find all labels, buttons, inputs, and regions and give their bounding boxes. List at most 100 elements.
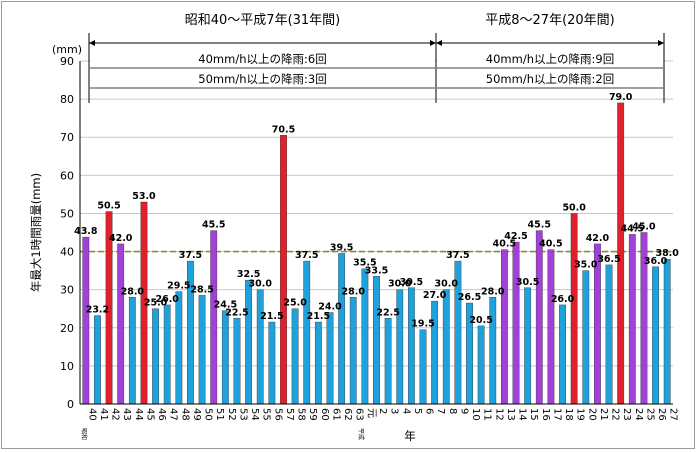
bar <box>303 260 311 405</box>
data-label: 28.0 <box>121 286 145 297</box>
x-tick-label: 24 <box>633 408 644 421</box>
y-tick-label: 90 <box>60 55 74 68</box>
data-label: 79.0 <box>609 92 633 103</box>
bar <box>256 289 264 405</box>
arrow-head <box>89 40 95 46</box>
x-tick-label: 21 <box>598 408 609 421</box>
x-tick-label: 52 <box>226 408 237 421</box>
x-tick-label: 9 <box>458 408 469 414</box>
bar <box>407 287 415 405</box>
period-annotations: 昭和40～平成7年(31年間) 平成8～27年(20年間) 40mm/h以上の降雨:… <box>88 13 665 103</box>
y-tick-label: 60 <box>60 169 74 182</box>
bar <box>442 289 450 405</box>
data-label: 20.5 <box>469 315 492 326</box>
x-tick-label: 6 <box>424 408 435 414</box>
x-tick-label: 19 <box>575 408 586 421</box>
x-tick-label: 5 <box>412 408 423 414</box>
data-label: 50.0 <box>562 202 586 213</box>
data-label: 70.5 <box>272 124 295 135</box>
bar <box>94 315 101 405</box>
bar <box>82 236 90 405</box>
data-labels: 43.823.250.542.028.053.025.026.029.537.5… <box>74 92 679 330</box>
x-tick-label: 23 <box>621 408 632 421</box>
bar <box>663 258 671 405</box>
era-marker: 平成 <box>357 428 365 440</box>
bar <box>489 297 497 405</box>
x-tick-label: 11 <box>482 408 493 421</box>
y-tick-label: 0 <box>67 398 74 411</box>
x-tick-label: 46 <box>156 408 167 421</box>
bar <box>291 308 299 405</box>
data-label: 42.0 <box>109 233 133 244</box>
bar <box>501 249 508 405</box>
x-tick-label: 63 <box>354 408 365 421</box>
y-tick-label: 80 <box>60 93 74 106</box>
bar <box>349 297 357 405</box>
data-label: 39.5 <box>330 242 353 253</box>
x-tick-label: 62 <box>342 408 353 421</box>
x-tick-label: 17 <box>551 408 562 421</box>
bar <box>373 276 380 405</box>
y-tick-label: 50 <box>60 207 74 220</box>
data-label: 45.5 <box>528 220 551 231</box>
x-tick-label: 49 <box>191 408 202 421</box>
y-tick-labels: 0 10 20 30 40 50 60 70 80 90 <box>60 55 74 411</box>
bar <box>419 329 427 405</box>
data-label: 23.2 <box>86 305 109 316</box>
bar <box>210 230 218 405</box>
y-tick-label: 10 <box>60 360 74 373</box>
data-label: 25.0 <box>144 298 168 309</box>
x-tick-label: 59 <box>307 408 318 421</box>
data-label: 50.5 <box>97 201 120 212</box>
bar <box>338 253 346 405</box>
x-tick-label: 15 <box>528 408 539 421</box>
x-tick-label: 47 <box>168 408 179 421</box>
x-tick-label: 14 <box>517 408 528 421</box>
x-tick-label: 元 <box>365 408 376 418</box>
x-tick-label: 18 <box>563 408 574 421</box>
bar <box>152 308 159 405</box>
y-tick-label: 30 <box>60 284 74 297</box>
data-label: 40.5 <box>493 239 516 250</box>
period-2-line-2: 50mm/h以上の降雨:2回 <box>486 72 614 86</box>
x-tick-label: 57 <box>284 408 295 421</box>
bar <box>163 304 171 405</box>
data-label: 43.8 <box>74 226 98 237</box>
bar <box>314 321 322 405</box>
bar <box>559 304 566 405</box>
x-tick-label: 53 <box>237 408 248 421</box>
data-label: 28.0 <box>342 286 366 297</box>
x-tick-label: 54 <box>249 408 260 421</box>
x-tick-label: 42 <box>110 408 121 421</box>
data-label: 22.5 <box>376 307 399 318</box>
bar <box>280 135 287 405</box>
bar <box>477 325 485 405</box>
data-label: 30.5 <box>400 277 423 288</box>
data-label: 24.5 <box>214 300 237 311</box>
bar <box>431 300 439 405</box>
bar <box>198 295 206 405</box>
x-tick-label: 22 <box>610 408 621 421</box>
bar <box>233 318 241 405</box>
bar <box>326 312 334 405</box>
data-label: 53.0 <box>132 191 156 202</box>
data-label: 28.5 <box>190 284 213 295</box>
x-tick-labels: 40 41 42 43 44 45 46 47 48 49 50 51 52 53 54 55 56 57 58 59… <box>80 408 679 440</box>
unit-label: (mm) <box>52 43 82 56</box>
data-label: 37.5 <box>446 250 469 261</box>
x-tick-label: 51 <box>214 408 225 421</box>
x-tick-label: 55 <box>261 408 272 421</box>
period-2-line-1: 40mm/h以上の降雨:9回 <box>486 52 614 66</box>
bar <box>524 287 532 405</box>
x-tick-label: 3 <box>389 408 400 414</box>
data-label: 33.5 <box>365 265 388 276</box>
data-label: 36.0 <box>644 256 668 267</box>
x-tick-label: 20 <box>586 408 597 421</box>
y-tick-label: 40 <box>60 246 74 259</box>
data-label: 29.5 <box>167 281 190 292</box>
x-tick-label: 40 <box>86 408 97 421</box>
x-tick-label: 61 <box>330 408 341 421</box>
period-1-line-2: 50mm/h以上の降雨:3回 <box>198 72 326 86</box>
data-label: 25.0 <box>283 298 307 309</box>
x-tick-label: 26 <box>656 408 667 421</box>
